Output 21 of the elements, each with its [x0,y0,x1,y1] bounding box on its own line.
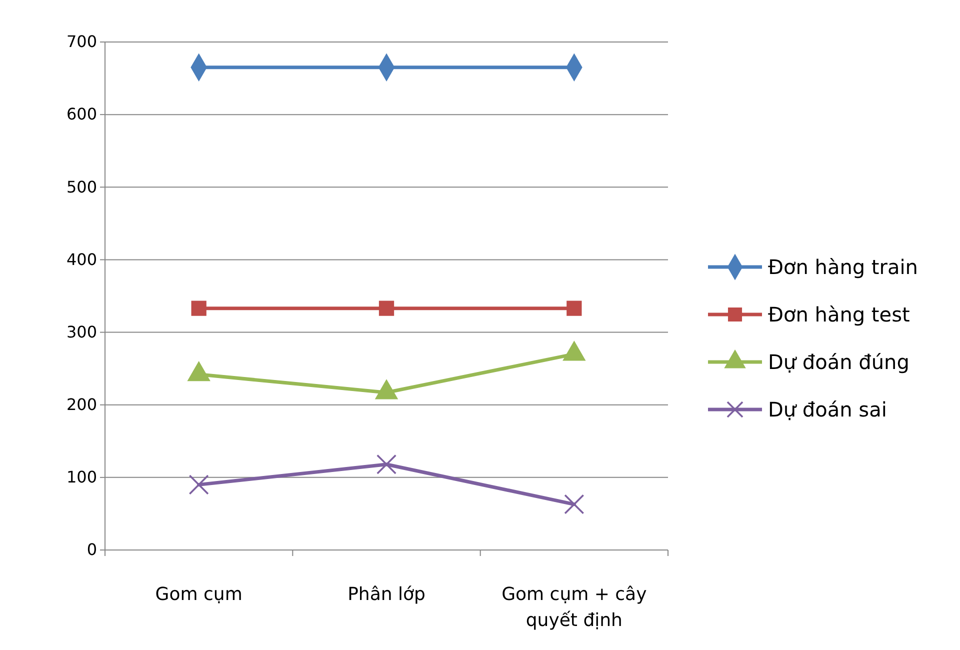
legend-label: Đơn hàng test [768,302,910,326]
point [378,300,394,316]
point [191,300,206,316]
point [564,494,584,514]
x-tick-label: Gom cụm + cây quyết định [502,584,648,631]
y-tick-label: 400 [66,250,97,269]
legend-label: Đơn hàng train [768,255,918,279]
x-tick-label: Phân lớp [348,584,426,605]
point [566,300,582,316]
point [188,474,209,495]
y-tick-label: 500 [66,177,97,196]
y-tick-label: 200 [66,394,97,414]
legend-label: Dự đoán sai [768,398,887,422]
y-tick-label: 100 [66,468,97,487]
point [376,454,397,474]
legend-label: Dự đoán đúng [768,350,910,374]
y-tick-label: 600 [66,104,97,124]
x-tick-label: Gom cụm [155,584,242,605]
y-tick-label: 300 [66,322,97,342]
y-tick-label: 700 [66,32,97,52]
y-tick-label: 0 [86,540,97,560]
